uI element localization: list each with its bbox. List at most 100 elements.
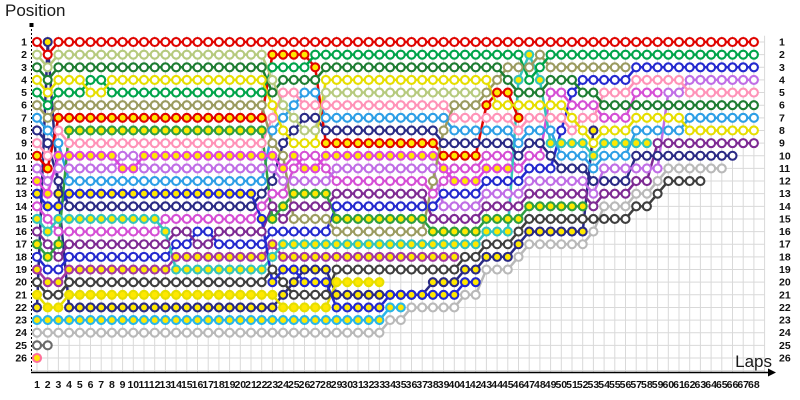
series-line-car-15 [35, 53, 649, 271]
y-axis-top-marker [29, 23, 34, 27]
series-markers-car-04 [31, 74, 759, 149]
x-tick: 16 [192, 379, 204, 391]
series-markers-car-10 [31, 150, 513, 199]
y-tick-right: 2 [779, 49, 785, 61]
y-tick-left: 26 [15, 353, 27, 365]
series-markers-car-23 [31, 302, 406, 326]
x-tick: 45 [502, 379, 514, 391]
x-tick: 4 [66, 379, 72, 391]
x-tick: 11 [138, 379, 149, 391]
y-axis-title: Position [5, 1, 65, 20]
y-tick-left: 12 [15, 176, 27, 188]
y-tick-left: 21 [15, 289, 27, 301]
x-tick: 40 [448, 379, 460, 391]
axes [29, 23, 776, 377]
series-markers-car-22 [31, 36, 599, 313]
y-tick-left: 9 [21, 138, 27, 150]
y-tick-left: 20 [15, 277, 27, 289]
x-tick: 19 [224, 379, 236, 391]
y-tick-left: 5 [21, 87, 27, 99]
series-markers-car-07 [31, 49, 524, 174]
y-tick-left: 7 [21, 112, 27, 124]
x-tick: 29 [331, 379, 343, 391]
x-tick: 35 [395, 379, 407, 391]
series-markers-car-08 [31, 125, 588, 262]
x-tick: 9 [120, 379, 126, 391]
x-tick: 48 [534, 379, 546, 391]
x-axis-arrow-icon [768, 368, 776, 377]
x-tick: 63 [695, 379, 707, 391]
y-tick-left: 4 [21, 74, 27, 86]
y-tick-right: 15 [779, 213, 791, 225]
y-tick-right: 14 [779, 201, 791, 213]
series-markers-car-16 [31, 87, 663, 237]
x-tick: 54 [598, 379, 610, 391]
y-tick-left: 8 [21, 125, 27, 137]
series-markers-car-17 [31, 138, 759, 262]
y-tick-right: 3 [779, 62, 785, 74]
y-tick-left: 22 [15, 302, 27, 314]
y-tick-right: 13 [779, 188, 791, 200]
x-tick: 59 [652, 379, 664, 391]
x-tick: 47 [523, 379, 535, 391]
y-tick-right: 8 [779, 125, 785, 137]
y-tick-left: 3 [21, 62, 27, 74]
x-tick: 26 [299, 379, 311, 391]
y-tick-right: 11 [779, 163, 790, 175]
x-tick: 23 [267, 379, 279, 391]
x-tick: 58 [641, 379, 653, 391]
x-tick: 6 [88, 379, 94, 391]
x-tick: 24 [277, 379, 289, 391]
series-markers-car-12 [31, 87, 759, 187]
x-tick: 52 [577, 379, 589, 391]
y-tick-right: 9 [779, 138, 785, 150]
y-tick-left: 15 [15, 213, 27, 225]
y-tick-left: 11 [16, 163, 27, 175]
x-tick: 46 [513, 379, 525, 391]
x-tick: 68 [748, 379, 760, 391]
x-tick: 14 [170, 379, 182, 391]
series-line-car-08 [35, 129, 584, 259]
x-tick: 38 [427, 379, 439, 391]
series-markers-car-24 [31, 163, 727, 338]
series-markers-car-26 [31, 352, 43, 364]
y-tick-left: 24 [15, 327, 27, 339]
x-tick: 62 [684, 379, 696, 391]
y-tick-right: 10 [779, 150, 791, 162]
y-tick-left: 1 [21, 37, 27, 49]
series-markers-car-11 [31, 74, 759, 212]
x-tick: 60 [662, 379, 674, 391]
x-tick: 42 [470, 379, 482, 391]
y-tick-left: 18 [15, 251, 27, 263]
series-line-car-19 [35, 242, 456, 284]
series-line-car-07 [35, 53, 520, 170]
y-tick-right: 18 [779, 251, 791, 263]
y-tick-right: 26 [779, 353, 791, 365]
y-tick-right: 23 [779, 315, 791, 327]
y-tick-right: 21 [779, 289, 791, 301]
series-markers-car-06 [31, 49, 631, 237]
x-tick: 65 [716, 379, 728, 391]
y-tick-right: 7 [779, 112, 785, 124]
x-tick: 39 [438, 379, 450, 391]
y-tick-right: 6 [779, 100, 785, 112]
y-tick-left: 10 [15, 150, 27, 162]
y-tick-right: 1 [779, 37, 785, 49]
series-markers [31, 36, 759, 364]
x-tick: 61 [673, 379, 685, 391]
x-tick: 15 [181, 379, 193, 391]
x-tick: 10 [127, 379, 139, 391]
x-tick: 33 [374, 379, 386, 391]
y-tick-right: 5 [779, 87, 785, 99]
series-line-car-03 [35, 66, 756, 107]
x-tick: 5 [77, 379, 83, 391]
y-tick-left: 19 [15, 264, 27, 276]
x-tick: 22 [256, 379, 268, 391]
series-markers-car-09 [31, 74, 759, 161]
x-tick: 1 [34, 379, 40, 391]
x-tick: 27 [309, 379, 321, 391]
y-tick-left: 17 [15, 239, 27, 251]
y-tick-left: 25 [15, 340, 27, 352]
y-tick-left: 16 [15, 226, 27, 238]
